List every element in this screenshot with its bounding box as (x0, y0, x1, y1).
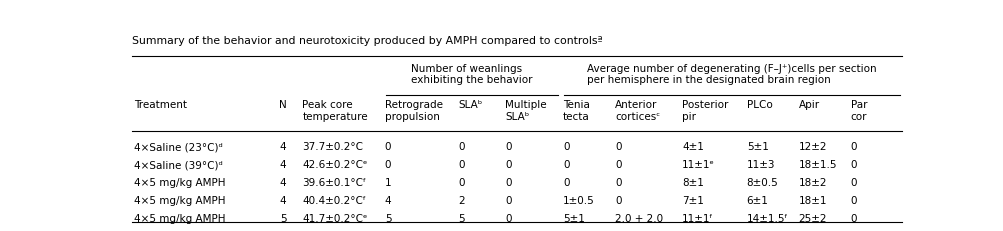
Text: 39.6±0.1°Cᶠ: 39.6±0.1°Cᶠ (302, 177, 366, 187)
Text: 5: 5 (457, 213, 464, 223)
Text: 4×5 mg/kg AMPH: 4×5 mg/kg AMPH (134, 195, 226, 205)
Text: 4: 4 (280, 142, 286, 152)
Text: 1±0.5: 1±0.5 (563, 195, 594, 205)
Text: Average number of degenerating (F–J⁺)cells per section
per hemisphere in the des: Average number of degenerating (F–J⁺)cel… (586, 63, 876, 85)
Text: 4±1: 4±1 (682, 142, 703, 152)
Text: Posterior
pir: Posterior pir (682, 100, 728, 121)
Text: Par
cor: Par cor (850, 100, 867, 121)
Text: 12±2: 12±2 (798, 142, 826, 152)
Text: 1: 1 (384, 177, 391, 187)
Text: Apir: Apir (798, 100, 819, 110)
Text: 0: 0 (615, 142, 621, 152)
Text: PLCo: PLCo (746, 100, 771, 110)
Text: 0: 0 (505, 177, 511, 187)
Text: 11±3: 11±3 (746, 159, 774, 169)
Text: 0: 0 (563, 142, 569, 152)
Text: Treatment: Treatment (134, 100, 187, 110)
Text: N: N (279, 100, 287, 110)
Text: SLAᵇ: SLAᵇ (457, 100, 482, 110)
Text: Multiple
SLAᵇ: Multiple SLAᵇ (505, 100, 546, 121)
Text: 2.0 + 2.0: 2.0 + 2.0 (615, 213, 663, 223)
Text: 4×5 mg/kg AMPH: 4×5 mg/kg AMPH (134, 213, 226, 223)
Text: 0: 0 (457, 142, 464, 152)
Text: 0: 0 (850, 195, 857, 205)
Text: 0: 0 (850, 159, 857, 169)
Text: 4×Saline (39°C)ᵈ: 4×Saline (39°C)ᵈ (134, 159, 223, 169)
Text: 37.7±0.2°C: 37.7±0.2°C (302, 142, 363, 152)
Text: Peak core
temperature: Peak core temperature (302, 100, 368, 121)
Text: 0: 0 (563, 159, 569, 169)
Text: 0: 0 (850, 142, 857, 152)
Text: 40.4±0.2°Cᶠ: 40.4±0.2°Cᶠ (302, 195, 366, 205)
Text: 0: 0 (615, 177, 621, 187)
Text: 0: 0 (563, 177, 569, 187)
Text: 42.6±0.2°Cᵉ: 42.6±0.2°Cᵉ (302, 159, 367, 169)
Text: 0: 0 (384, 159, 391, 169)
Text: 0: 0 (505, 195, 511, 205)
Text: 18±1: 18±1 (798, 195, 826, 205)
Text: 5±1: 5±1 (746, 142, 768, 152)
Text: 25±2: 25±2 (798, 213, 826, 223)
Text: 5±1: 5±1 (563, 213, 585, 223)
Text: 11±1ᶠ: 11±1ᶠ (682, 213, 713, 223)
Text: 5: 5 (280, 213, 286, 223)
Text: 6±1: 6±1 (746, 195, 768, 205)
Text: 4: 4 (280, 195, 286, 205)
Text: 0: 0 (615, 159, 621, 169)
Text: 0: 0 (505, 159, 511, 169)
Text: 0: 0 (457, 159, 464, 169)
Text: Tenia
tecta: Tenia tecta (563, 100, 590, 121)
Text: 4×Saline (23°C)ᵈ: 4×Saline (23°C)ᵈ (134, 142, 223, 152)
Text: 4×5 mg/kg AMPH: 4×5 mg/kg AMPH (134, 177, 226, 187)
Text: 0: 0 (457, 177, 464, 187)
Text: 14±1.5ᶠ: 14±1.5ᶠ (746, 213, 787, 223)
Text: 4: 4 (280, 159, 286, 169)
Text: 41.7±0.2°Cᵉ: 41.7±0.2°Cᵉ (302, 213, 367, 223)
Text: 7±1: 7±1 (682, 195, 703, 205)
Text: Number of weanlings
exhibiting the behavior: Number of weanlings exhibiting the behav… (410, 63, 532, 85)
Text: 18±2: 18±2 (798, 177, 826, 187)
Text: 11±1ᵉ: 11±1ᵉ (682, 159, 714, 169)
Text: 8±1: 8±1 (682, 177, 703, 187)
Text: 0: 0 (505, 213, 511, 223)
Text: 0: 0 (615, 195, 621, 205)
Text: 5: 5 (384, 213, 391, 223)
Text: 0: 0 (505, 142, 511, 152)
Text: Summary of the behavior and neurotoxicity produced by AMPH compared to controlsª: Summary of the behavior and neurotoxicit… (131, 36, 602, 46)
Text: 0: 0 (384, 142, 391, 152)
Text: 4: 4 (384, 195, 391, 205)
Text: 0: 0 (850, 177, 857, 187)
Text: 0: 0 (850, 213, 857, 223)
Text: Anterior
corticesᶜ: Anterior corticesᶜ (615, 100, 660, 121)
Text: 4: 4 (280, 177, 286, 187)
Text: 8±0.5: 8±0.5 (746, 177, 777, 187)
Text: Retrograde
propulsion: Retrograde propulsion (384, 100, 442, 121)
Text: 2: 2 (457, 195, 464, 205)
Text: 18±1.5: 18±1.5 (798, 159, 837, 169)
